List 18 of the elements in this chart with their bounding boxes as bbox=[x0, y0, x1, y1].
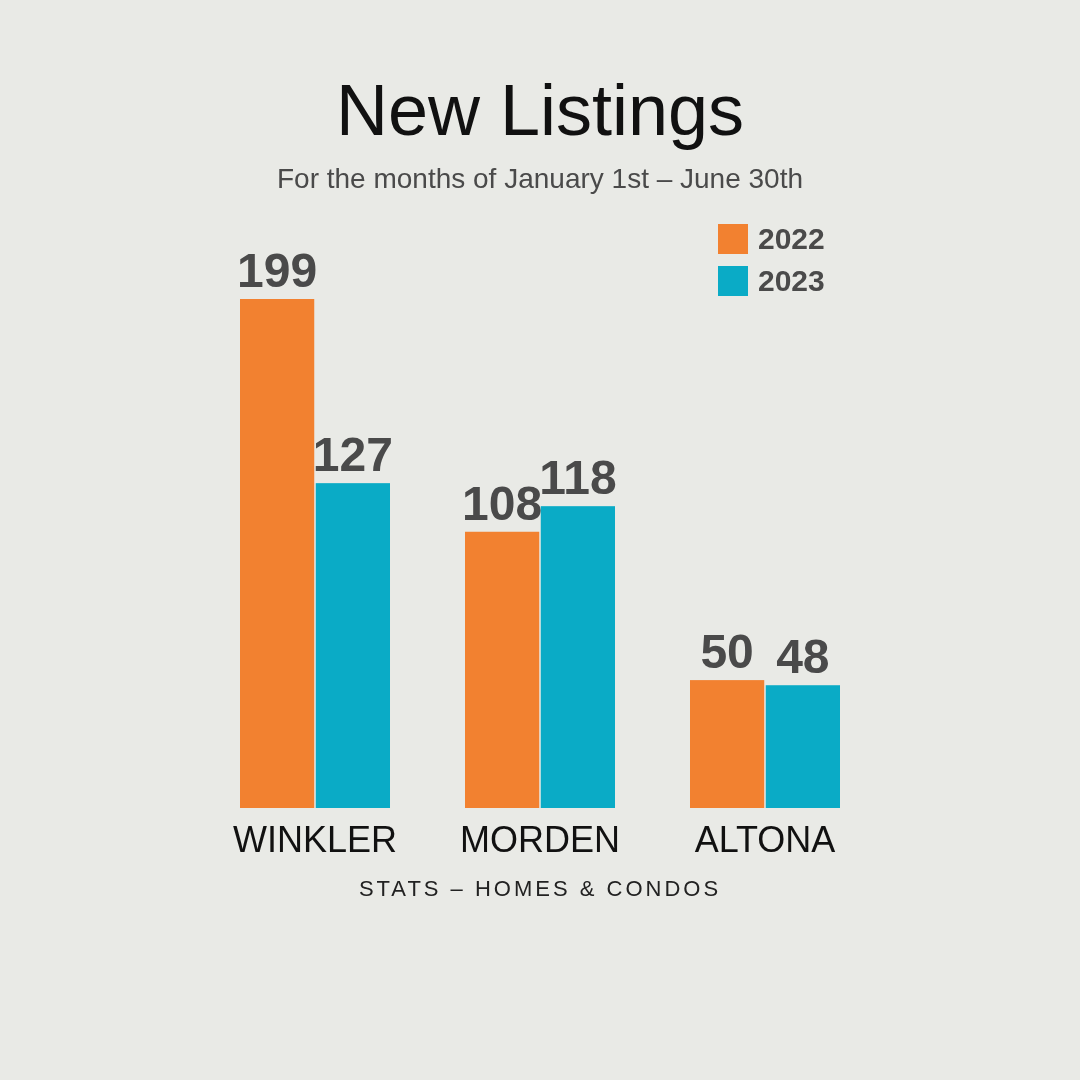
bar bbox=[540, 506, 615, 808]
legend-label: 2022 bbox=[758, 222, 825, 255]
data-label: 48 bbox=[776, 630, 830, 684]
x-tick-label: ALTONA bbox=[694, 819, 836, 860]
bar bbox=[765, 685, 840, 808]
x-tick-label: MORDEN bbox=[460, 819, 620, 860]
legend-label: 2023 bbox=[758, 264, 825, 297]
data-label: 199 bbox=[237, 244, 318, 297]
chart-subtitle: For the months of January 1st – June 30th bbox=[276, 163, 804, 194]
text: STATS – HOMES & CONDOS bbox=[358, 876, 722, 901]
bar bbox=[465, 531, 540, 808]
chart-title: New Listings bbox=[335, 70, 745, 150]
x-tick-label: WINKLER bbox=[232, 819, 398, 860]
bar bbox=[315, 483, 391, 808]
bar bbox=[240, 299, 315, 808]
bar bbox=[689, 680, 765, 808]
data-label: 50 bbox=[700, 625, 754, 679]
data-label: 127 bbox=[312, 428, 393, 482]
